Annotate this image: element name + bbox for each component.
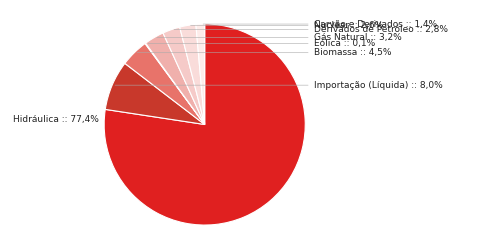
Wedge shape xyxy=(196,24,205,124)
Text: Carvão e Derivados :: 1,4%: Carvão e Derivados :: 1,4% xyxy=(203,19,437,29)
Wedge shape xyxy=(104,24,305,225)
Text: Biomassa :: 4,5%: Biomassa :: 4,5% xyxy=(137,48,391,57)
Text: Gás Natural :: 3,2%: Gás Natural :: 3,2% xyxy=(157,33,402,42)
Wedge shape xyxy=(146,33,205,124)
Wedge shape xyxy=(105,63,205,124)
Text: Importação (Líquida) :: 8,0%: Importação (Líquida) :: 8,0% xyxy=(115,81,443,90)
Text: Derivados de Petróleo :: 2,8%: Derivados de Petróleo :: 2,8% xyxy=(174,25,448,34)
Wedge shape xyxy=(145,43,205,124)
Wedge shape xyxy=(180,24,205,124)
Wedge shape xyxy=(163,27,205,124)
Wedge shape xyxy=(125,44,205,124)
Text: Nuclear :: 2,6%: Nuclear :: 2,6% xyxy=(191,21,383,30)
Text: Hidráulica :: 77,4%: Hidráulica :: 77,4% xyxy=(13,115,99,124)
Text: Eólica :: 0,1%: Eólica :: 0,1% xyxy=(148,39,375,48)
